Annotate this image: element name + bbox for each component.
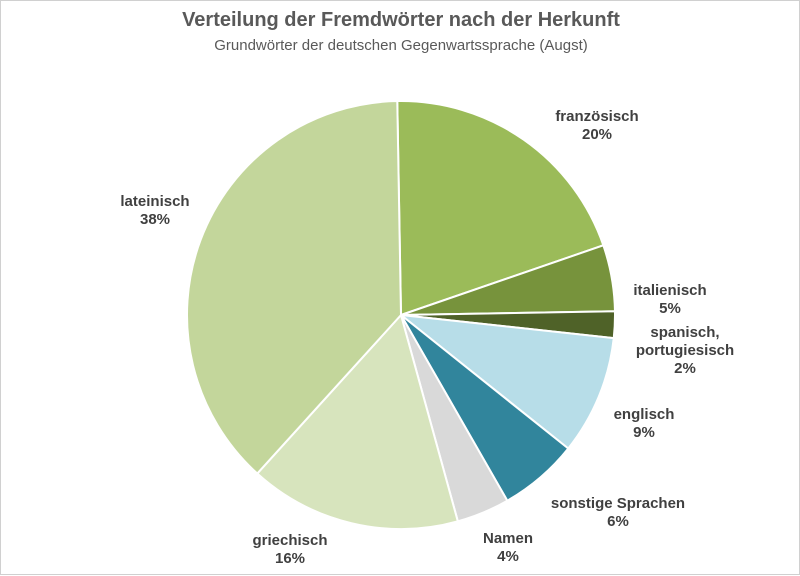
slice-percent-label: 6% bbox=[607, 513, 629, 530]
chart-subtitle: Grundwörter der deutschen Gegenwartsspra… bbox=[214, 37, 588, 54]
slice-name-label: spanisch, bbox=[650, 324, 719, 341]
chart-title: Verteilung der Fremdwörter nach der Herk… bbox=[182, 9, 620, 31]
slice-name-label: portugiesisch bbox=[636, 342, 734, 359]
pie-slice-7 bbox=[186, 100, 403, 475]
slice-percent-label: 4% bbox=[497, 548, 519, 565]
pie-slice-0 bbox=[396, 100, 605, 317]
slice-name-label: lateinisch bbox=[120, 193, 189, 210]
slice-percent-label: 38% bbox=[140, 211, 170, 228]
slice-percent-label: 2% bbox=[674, 360, 696, 377]
slice-percent-label: 16% bbox=[275, 550, 305, 567]
slice-percent-label: 9% bbox=[633, 424, 655, 441]
slice-name-label: italienisch bbox=[633, 282, 706, 299]
slice-name-label: sonstige Sprachen bbox=[551, 495, 685, 512]
slice-name-label: griechisch bbox=[252, 532, 327, 549]
slice-name-label: Namen bbox=[483, 530, 533, 547]
slice-name-label: französisch bbox=[555, 108, 638, 125]
slice-name-label: englisch bbox=[614, 406, 675, 423]
pie-slice-3 bbox=[397, 313, 615, 450]
slice-percent-label: 5% bbox=[659, 300, 681, 317]
pie-slice-6 bbox=[255, 312, 460, 530]
slice-percent-label: 20% bbox=[582, 126, 612, 143]
